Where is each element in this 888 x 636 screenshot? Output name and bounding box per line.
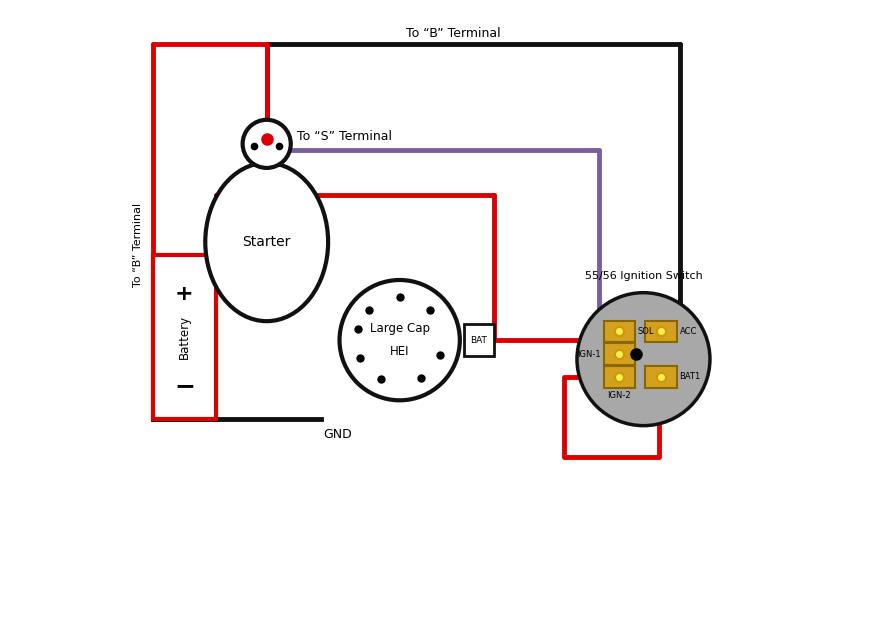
Ellipse shape: [205, 163, 329, 321]
FancyBboxPatch shape: [604, 366, 635, 388]
Text: To “S” Terminal: To “S” Terminal: [297, 130, 392, 143]
Text: IGN-2: IGN-2: [607, 391, 631, 400]
Text: SOL: SOL: [638, 327, 654, 336]
FancyBboxPatch shape: [604, 343, 635, 365]
Text: 55/56 Ignition Switch: 55/56 Ignition Switch: [584, 272, 702, 281]
Text: BAT1: BAT1: [679, 373, 701, 382]
FancyBboxPatch shape: [646, 366, 677, 388]
Circle shape: [339, 280, 460, 400]
FancyBboxPatch shape: [153, 254, 216, 419]
Circle shape: [242, 120, 290, 168]
Text: −: −: [174, 375, 194, 398]
Text: ACC: ACC: [679, 327, 697, 336]
Text: Battery: Battery: [178, 315, 191, 359]
Text: HEI: HEI: [390, 345, 409, 358]
Text: GND: GND: [324, 427, 353, 441]
Text: IGN-1: IGN-1: [577, 350, 601, 359]
Text: To “B” Terminal: To “B” Terminal: [406, 27, 501, 40]
FancyBboxPatch shape: [646, 321, 677, 342]
Circle shape: [577, 293, 710, 425]
Text: Starter: Starter: [242, 235, 291, 249]
Text: +: +: [175, 284, 194, 304]
Text: BAT: BAT: [471, 336, 488, 345]
FancyBboxPatch shape: [464, 324, 494, 356]
Text: To “B” Terminal: To “B” Terminal: [132, 203, 142, 287]
Text: Large Cap: Large Cap: [369, 322, 430, 335]
FancyBboxPatch shape: [604, 321, 635, 342]
